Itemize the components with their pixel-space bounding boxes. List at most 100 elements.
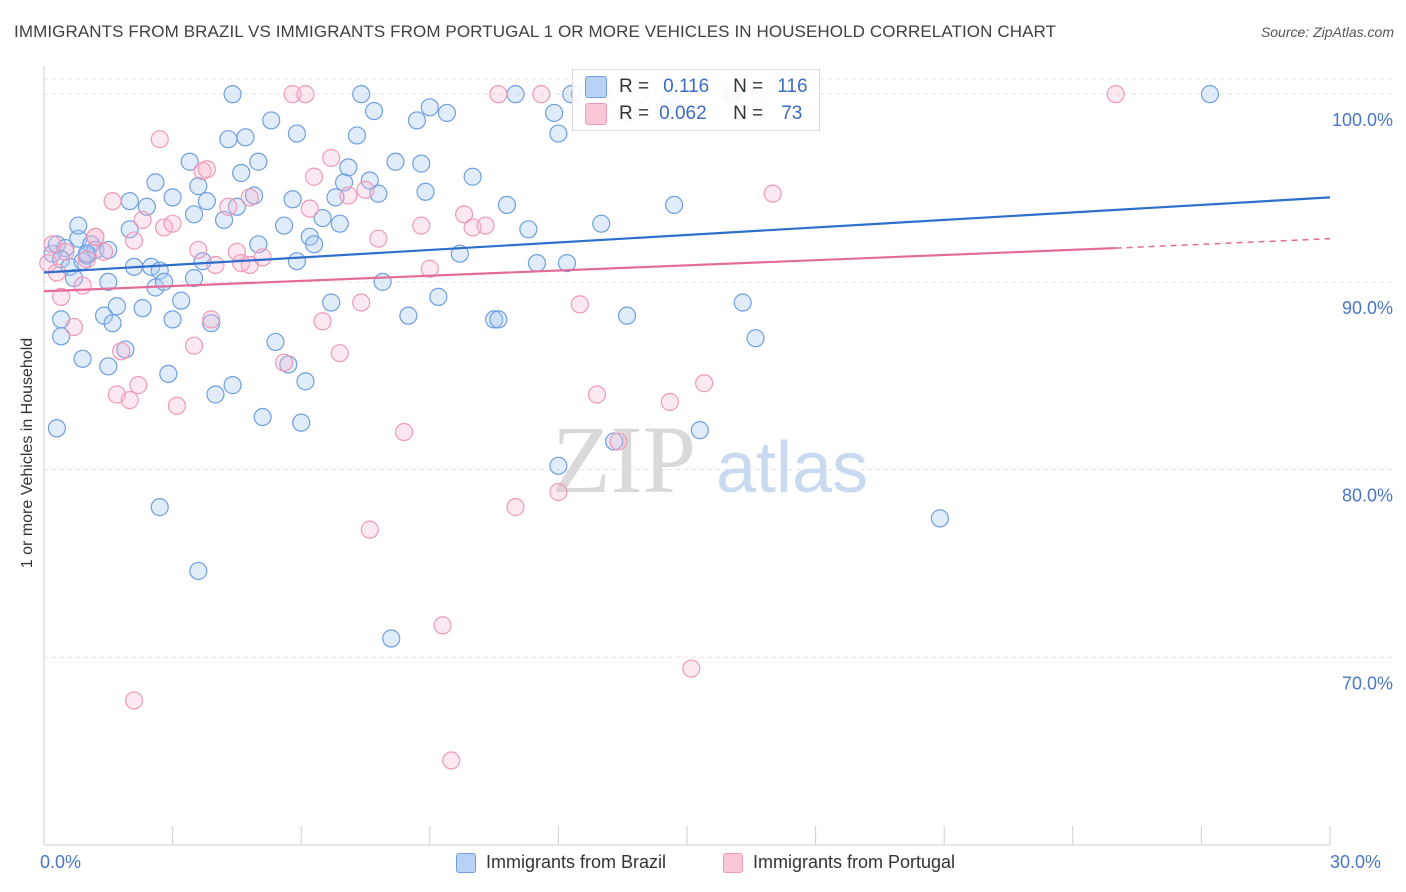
legend-brazil-swatch: [456, 852, 476, 873]
stats-legend-box: R = 0.116 N = 116 R = 0.062 N = 73: [572, 69, 820, 131]
data-point: [463, 167, 482, 186]
data-point: [189, 240, 208, 260]
data-point: [322, 148, 341, 168]
data-point: [77, 250, 96, 269]
data-point: [56, 242, 75, 261]
x-tick-min: 0.0%: [40, 852, 82, 872]
data-point: [587, 385, 607, 404]
data-point: [369, 229, 388, 248]
data-point: [103, 314, 122, 333]
data-point: [352, 293, 371, 312]
data-point: [223, 376, 242, 395]
portugal-swatch: [585, 103, 607, 125]
data-point: [304, 167, 324, 186]
data-point: [223, 85, 242, 104]
data-point: [64, 317, 84, 337]
data-point: [249, 152, 268, 171]
data-point: [150, 498, 169, 517]
data-point: [313, 208, 332, 228]
data-point: [292, 413, 311, 432]
data-point: [682, 659, 701, 678]
n-value: 116: [777, 76, 808, 97]
data-point: [592, 214, 611, 233]
trend-line-portugal: [43, 246, 1116, 293]
data-point: [433, 616, 452, 635]
data-point: [124, 231, 144, 250]
trend-line-portugal-extension: [1115, 237, 1331, 249]
data-point: [133, 299, 152, 318]
trend-line-brazil: [43, 196, 1331, 274]
series-brazil-points: [43, 85, 1220, 648]
data-point: [364, 101, 384, 121]
data-point: [73, 349, 92, 368]
data-point: [360, 520, 379, 539]
legend-brazil-label: Immigrants from Brazil: [486, 852, 667, 872]
data-point: [159, 364, 178, 383]
stats-row-portugal: R = 0.062 N = 73: [585, 102, 802, 126]
watermark-zip: ZIP: [552, 406, 696, 513]
data-point: [184, 336, 204, 355]
data-point: [197, 160, 216, 179]
axes: [43, 66, 1331, 846]
data-point: [69, 216, 88, 235]
data-point: [219, 130, 238, 149]
y-tick-labels: 70.0% 80.0% 90.0% 100.0%: [1332, 110, 1393, 693]
data-point: [407, 111, 427, 130]
data-point: [605, 432, 624, 451]
data-point: [287, 252, 307, 271]
data-point: [236, 128, 255, 147]
r-label: R =: [619, 76, 650, 97]
data-point: [202, 310, 221, 329]
data-point: [416, 182, 435, 201]
n-label: N =: [733, 76, 764, 97]
data-point: [120, 192, 139, 211]
data-point: [1200, 85, 1220, 104]
data-point: [609, 432, 628, 451]
data-point: [253, 407, 272, 427]
data-point: [197, 192, 216, 211]
data-point: [386, 152, 405, 171]
series-portugal-points: [39, 85, 1125, 770]
data-point: [322, 293, 341, 312]
data-point: [287, 124, 307, 143]
data-point: [485, 310, 504, 329]
y-tick-label: 80.0%: [1342, 486, 1393, 506]
data-point: [184, 205, 204, 224]
data-point: [549, 456, 568, 475]
data-point: [103, 192, 122, 211]
data-point: [489, 310, 508, 329]
y-tick-label: 90.0%: [1342, 298, 1393, 318]
data-point: [549, 124, 568, 143]
data-point: [930, 509, 950, 528]
data-point: [47, 419, 66, 438]
data-point: [360, 171, 379, 190]
data-point: [206, 385, 225, 404]
data-point: [240, 188, 259, 207]
data-point: [304, 235, 324, 254]
data-point: [506, 85, 525, 104]
data-point: [107, 297, 126, 316]
data-point: [339, 158, 358, 177]
data-point: [497, 195, 517, 215]
data-point: [330, 214, 349, 233]
data-point: [262, 111, 281, 130]
data-point: [763, 184, 782, 203]
data-point: [167, 396, 186, 415]
data-point: [746, 329, 765, 348]
data-point: [356, 180, 375, 199]
r-label: R =: [619, 103, 650, 124]
data-point: [73, 276, 92, 295]
y-tick-label: 100.0%: [1332, 110, 1393, 130]
data-point: [172, 291, 191, 310]
data-point: [206, 255, 225, 275]
data-point: [352, 85, 371, 104]
data-point: [283, 85, 302, 104]
data-point: [412, 154, 431, 173]
data-point: [154, 272, 174, 291]
data-point: [99, 272, 118, 291]
data-point: [519, 220, 538, 239]
stats-row-brazil: R = 0.116 N = 116: [585, 75, 808, 99]
data-point: [1106, 85, 1125, 104]
watermark: ZIP atlas: [552, 406, 868, 513]
